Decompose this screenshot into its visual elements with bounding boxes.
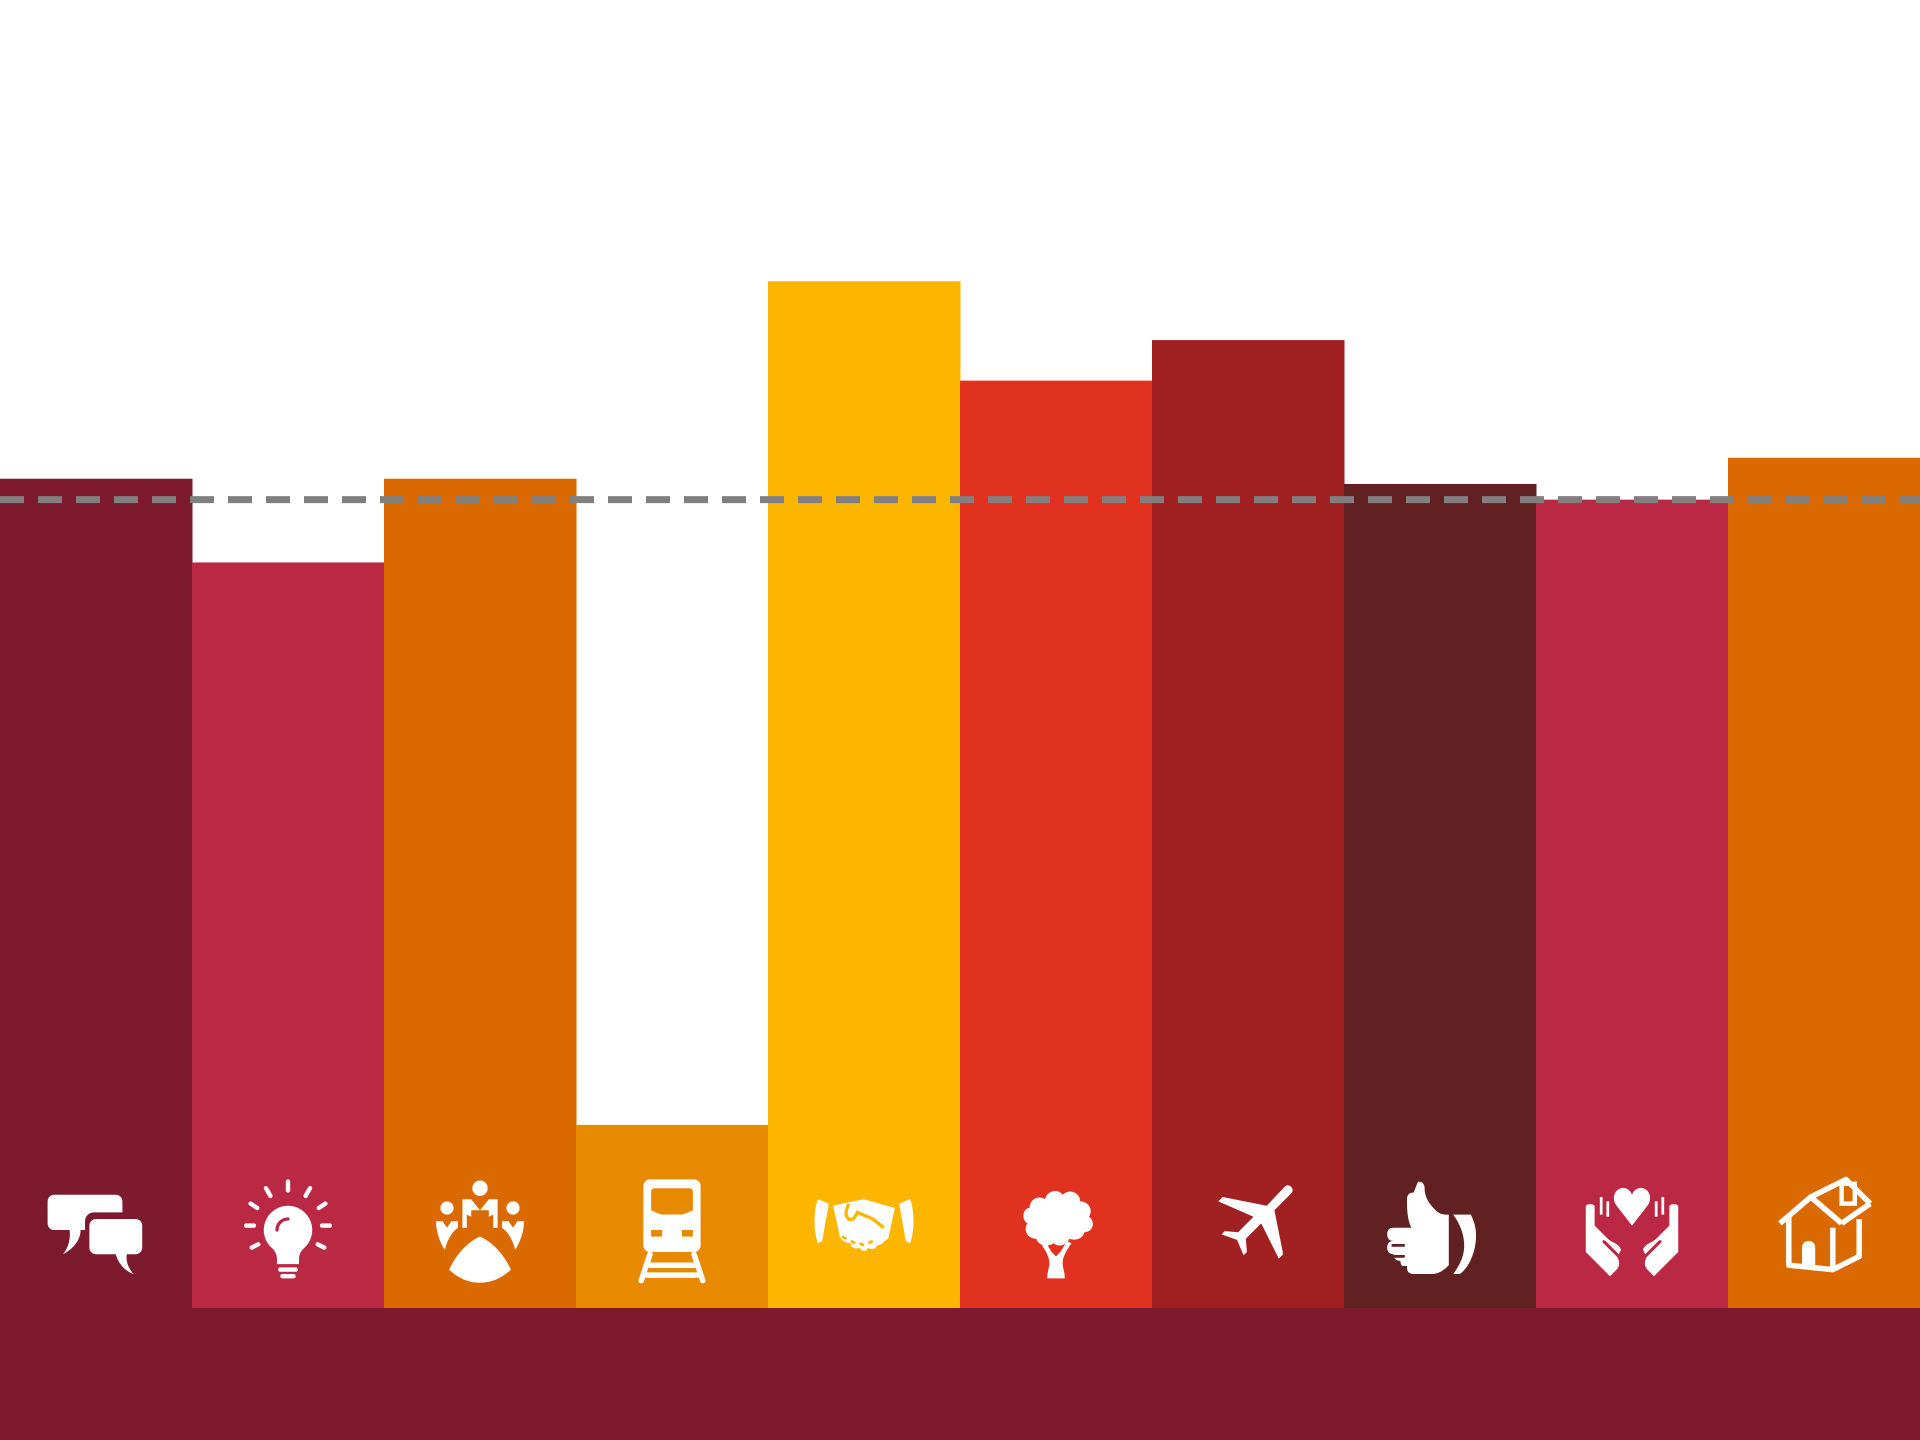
bar-chat	[0, 478, 193, 1309]
bar-handshake	[768, 281, 961, 1309]
bar-community	[384, 478, 577, 1309]
bar-caring-hands	[1536, 499, 1729, 1308]
bar-airplane	[1152, 340, 1345, 1309]
bar-train	[576, 1124, 769, 1308]
bars-group	[0, 281, 1920, 1309]
chart-base-band	[0, 1308, 1920, 1440]
bar-tree	[960, 380, 1153, 1308]
bar-lightbulb	[192, 562, 385, 1308]
bar-house	[1728, 457, 1920, 1308]
bar-thumbs-up	[1344, 483, 1537, 1309]
